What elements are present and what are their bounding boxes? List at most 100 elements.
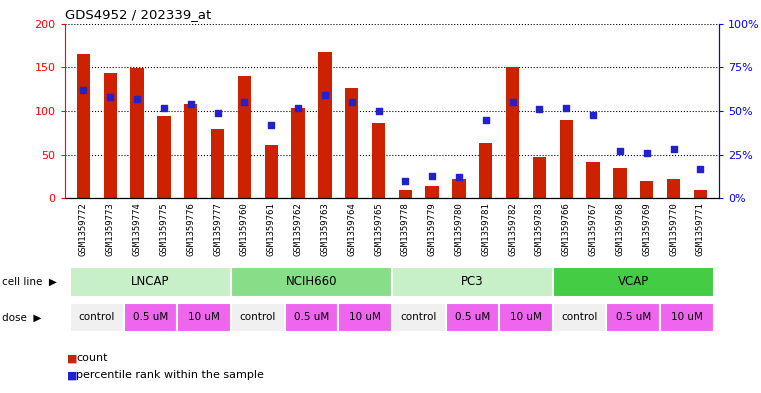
Text: GSM1359770: GSM1359770 [669,202,678,256]
Text: 10 uM: 10 uM [349,312,381,322]
Bar [177,303,231,332]
Text: GSM1359776: GSM1359776 [186,202,196,256]
Text: GDS4952 / 202339_at: GDS4952 / 202339_at [65,8,211,21]
Bar [339,303,392,332]
Text: GSM1359766: GSM1359766 [562,202,571,256]
Point [479,117,492,123]
Text: GSM1359769: GSM1359769 [642,202,651,256]
Bar [124,303,177,332]
Bar [70,267,231,297]
Point [212,110,224,116]
Text: GSM1359764: GSM1359764 [347,202,356,256]
Bar [103,73,117,198]
Text: 10 uM: 10 uM [671,312,703,322]
Bar [479,143,492,198]
Text: GSM1359779: GSM1359779 [428,202,437,256]
Text: GSM1359778: GSM1359778 [401,202,410,256]
Bar [506,67,519,198]
Bar [237,76,251,198]
Text: GSM1359768: GSM1359768 [616,202,625,256]
Bar [613,168,626,198]
Bar [318,51,332,198]
Text: GSM1359762: GSM1359762 [294,202,303,256]
Bar [399,190,412,198]
Point [265,122,277,128]
Bar [499,303,552,332]
Text: count: count [76,353,107,364]
Point [560,105,572,111]
Bar [285,303,339,332]
Text: GSM1359774: GSM1359774 [132,202,142,256]
Point [238,99,250,105]
Text: PC3: PC3 [461,275,484,288]
Point [400,178,412,184]
Bar [211,129,224,198]
Text: GSM1359771: GSM1359771 [696,202,705,256]
Point [641,150,653,156]
Text: GSM1359772: GSM1359772 [79,202,88,256]
Bar [291,108,304,198]
Bar [452,179,466,198]
Text: GSM1359763: GSM1359763 [320,202,330,256]
Point [614,148,626,154]
Point [667,146,680,152]
Text: cell line  ▶: cell line ▶ [2,277,56,287]
Point [372,108,384,114]
Text: GSM1359765: GSM1359765 [374,202,383,256]
Text: GSM1359760: GSM1359760 [240,202,249,256]
Point [426,173,438,179]
Point [587,111,599,118]
Bar [231,303,285,332]
Bar [533,157,546,198]
Text: 0.5 uM: 0.5 uM [455,312,490,322]
Text: control: control [78,312,115,322]
Point [694,165,706,172]
Text: GSM1359782: GSM1359782 [508,202,517,256]
Text: 10 uM: 10 uM [510,312,542,322]
Bar [77,54,90,198]
Bar [660,303,714,332]
Bar [265,145,278,198]
Point [158,105,170,111]
Bar [392,303,445,332]
Text: 0.5 uM: 0.5 uM [294,312,329,322]
Text: dose  ▶: dose ▶ [2,312,41,322]
Bar [130,68,144,198]
Text: control: control [400,312,437,322]
Text: GSM1359767: GSM1359767 [588,202,597,256]
Point [131,95,143,102]
Text: LNCAP: LNCAP [131,275,170,288]
Text: GSM1359761: GSM1359761 [266,202,275,256]
Bar [552,267,714,297]
Bar [392,267,552,297]
Point [453,174,465,181]
Text: GSM1359781: GSM1359781 [481,202,490,256]
Bar [552,303,607,332]
Point [507,99,519,105]
Point [533,106,546,112]
Text: GSM1359775: GSM1359775 [159,202,168,256]
Text: 0.5 uM: 0.5 uM [133,312,168,322]
Point [319,92,331,98]
Text: 10 uM: 10 uM [188,312,220,322]
Text: percentile rank within the sample: percentile rank within the sample [76,370,264,380]
Bar [345,88,358,198]
Bar [425,186,439,198]
Text: VCAP: VCAP [618,275,649,288]
Point [104,94,116,100]
Bar [445,303,499,332]
Text: GSM1359780: GSM1359780 [454,202,463,256]
Bar [70,303,124,332]
Text: GSM1359773: GSM1359773 [106,202,115,256]
Point [292,105,304,111]
Point [78,87,90,93]
Point [345,99,358,105]
Point [185,101,197,107]
Bar [184,104,197,198]
Bar [231,267,392,297]
Text: ■: ■ [67,353,78,364]
Text: NCIH660: NCIH660 [285,275,337,288]
Text: 0.5 uM: 0.5 uM [616,312,651,322]
Text: control: control [240,312,276,322]
Bar [667,179,680,198]
